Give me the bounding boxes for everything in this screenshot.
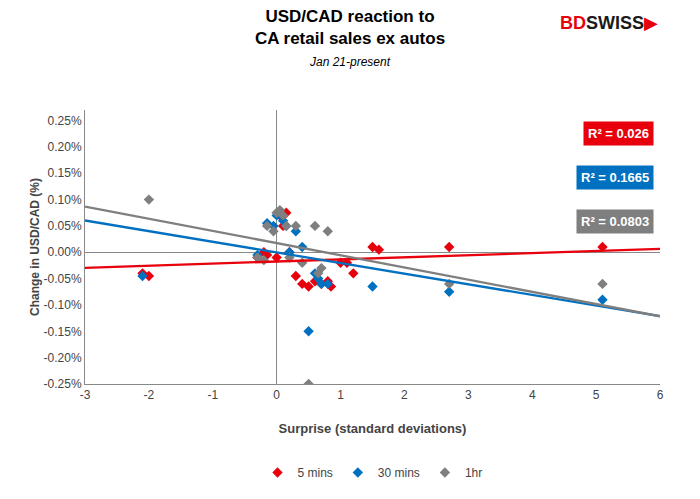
svg-text:2: 2 [401,388,408,402]
svg-text:3: 3 [465,388,472,402]
svg-text:R² = 0.1665: R² = 0.1665 [581,170,649,185]
svg-text:0.20%: 0.20% [48,140,82,154]
svg-text:R² = 0.0803: R² = 0.0803 [581,214,649,229]
svg-text:0.00%: 0.00% [48,245,82,259]
svg-text:Change in USD/CAD (%): Change in USD/CAD (%) [28,178,42,316]
svg-text:0.10%: 0.10% [48,193,82,207]
svg-text:0.25%: 0.25% [48,114,82,128]
svg-text:1: 1 [337,388,344,402]
svg-text:-3: -3 [80,388,91,402]
svg-text:-1: -1 [207,388,218,402]
svg-text:-0.10%: -0.10% [44,298,82,312]
svg-text:-0.25%: -0.25% [44,377,82,391]
svg-text:BDSWISS▶: BDSWISS▶ [560,13,658,33]
svg-text:6: 6 [657,388,664,402]
svg-text:-0.20%: -0.20% [44,351,82,365]
svg-text:R² = 0.026: R² = 0.026 [588,126,649,141]
svg-text:Surprise (standard deviations): Surprise (standard deviations) [279,421,467,436]
svg-text:-0.15%: -0.15% [44,325,82,339]
svg-text:5 mins: 5 mins [298,466,333,480]
svg-text:5: 5 [593,388,600,402]
svg-text:0.15%: 0.15% [48,166,82,180]
svg-text:-0.05%: -0.05% [44,272,82,286]
svg-text:-2: -2 [144,388,155,402]
svg-text:30 mins: 30 mins [378,466,420,480]
svg-text:USD/CAD reaction toCA retail s: USD/CAD reaction toCA retail sales ex au… [255,7,445,69]
svg-text:4: 4 [529,388,536,402]
svg-text:0: 0 [273,388,280,402]
svg-text:1hr: 1hr [465,466,482,480]
svg-text:0.05%: 0.05% [48,219,82,233]
